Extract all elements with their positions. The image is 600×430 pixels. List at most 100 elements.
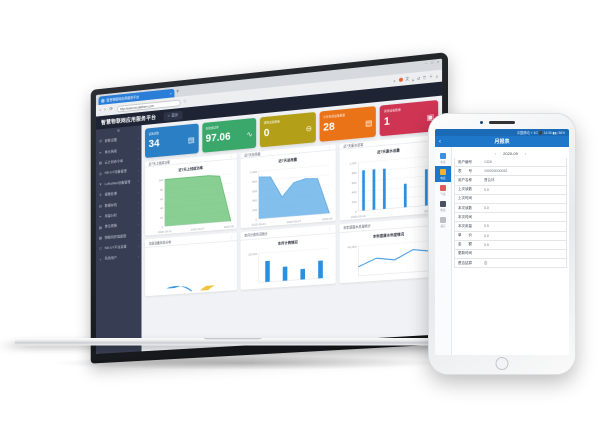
svg-text:20: 20 xyxy=(160,216,163,220)
download-icon[interactable]: ⤓ xyxy=(412,75,414,82)
grid-icon: ▦ xyxy=(98,160,103,166)
report-row-key: 用户名称 xyxy=(458,177,472,182)
svg-text:100: 100 xyxy=(159,178,164,182)
svg-text:2020-09-30: 2020-09-30 xyxy=(322,216,333,221)
close-icon[interactable]: × xyxy=(437,59,440,65)
report-row-value: 0.0 xyxy=(484,206,489,211)
report-row-key: 是否结算 xyxy=(458,260,472,265)
svg-text:2020-09-24: 2020-09-24 xyxy=(158,229,172,234)
svg-text:60: 60 xyxy=(160,197,163,201)
laptop-base xyxy=(11,338,449,346)
prev-month-button[interactable]: ‹ xyxy=(494,151,497,156)
sidebar-item-11[interactable]: ▪ 系统用户 ‹ xyxy=(96,251,142,265)
svg-text:40,000: 40,000 xyxy=(348,244,357,249)
alarm-icon: $ xyxy=(99,192,102,198)
svg-text:40: 40 xyxy=(160,206,163,210)
report-row-key: 用户编号 xyxy=(458,159,472,164)
report-row: 表 号 190000000052 xyxy=(454,167,567,177)
kpi-card-online-today[interactable]: 今日在线设备数量 28 ▤ xyxy=(319,106,377,142)
report-row: 本次读数 0.0 xyxy=(454,203,567,214)
report-row: 单 价 0.0 xyxy=(454,231,567,241)
rail-item-label: 其它 xyxy=(440,224,446,228)
rail-item-electric[interactable]: 电表 xyxy=(435,166,451,182)
report-row-value: 0.0 xyxy=(484,233,489,238)
menu-icon[interactable]: ≡ xyxy=(435,73,439,79)
header-home-button[interactable]: ⌂ 首页 xyxy=(163,110,183,121)
report-row: 本次时间 xyxy=(454,213,567,223)
report-row-key: 上次读数 xyxy=(458,187,472,192)
phone-home-button[interactable] xyxy=(495,357,509,370)
back-icon[interactable]: ‹ xyxy=(439,138,441,145)
report-row-value: 曹会林 xyxy=(484,177,495,182)
settings-icon: ⚙ xyxy=(98,138,103,144)
shield-icon[interactable]: ⛉ xyxy=(423,74,427,81)
report-row-value: 0.0 xyxy=(484,242,489,247)
chevron-right-icon: ‹ xyxy=(137,244,139,249)
chevron-right-icon: ‹ xyxy=(137,136,139,141)
maximize-icon[interactable]: □ xyxy=(430,60,434,65)
report-row: 上次时间 xyxy=(454,194,567,204)
report-row-value: 1326 xyxy=(484,160,492,165)
sidebar-item-label: 用量分析 xyxy=(104,213,117,219)
card-header-title: 本年度废水总量统计 xyxy=(343,224,371,231)
sidebar-item-label: 单元档案 xyxy=(104,148,117,154)
month-selector: ‹ 2020-09 › xyxy=(454,149,567,158)
chart-card-wastewater: 近7天废水总量 ⋮ 近7天废水总量 02004006008001,0002020… xyxy=(339,134,439,221)
kpi-card-device-total[interactable]: 设备总数 34 ▤ xyxy=(145,123,199,159)
chevron-right-icon: ‹ xyxy=(137,158,139,162)
rail-item-water[interactable]: 水表 xyxy=(435,150,451,166)
more-icon[interactable]: ⋮ xyxy=(327,226,332,232)
report-row-key: 金 额 xyxy=(458,242,472,247)
reload-icon[interactable]: ⟳ xyxy=(109,106,114,113)
water-meter-icon xyxy=(440,152,446,159)
dashboard-content: 设备总数 34 ▤ 在线成功率 97.06 ∿ 报警设备数量 0 ⊖ xyxy=(141,95,443,354)
next-month-button[interactable]: › xyxy=(524,151,527,156)
chevron-right-icon: ‹ xyxy=(137,147,139,152)
profile-avatar-icon[interactable] xyxy=(398,77,403,83)
back-icon[interactable]: ‹ xyxy=(99,107,102,114)
chart-card-monthly-billing: 本月计费情况统计 ⋮ 本月计费情况 25,000 xyxy=(240,224,336,290)
report-row: 用户编号 1326 xyxy=(454,158,567,168)
svg-text:2020-09-27: 2020-09-27 xyxy=(191,227,205,232)
device-icon: ✇ xyxy=(99,171,102,176)
svg-text:400: 400 xyxy=(252,198,257,202)
svg-text:0: 0 xyxy=(256,217,258,221)
report-row: 本次用量 0.0 xyxy=(454,222,567,232)
chevron-right-icon: ‹ xyxy=(137,190,139,195)
rail-item-other[interactable]: 其它 xyxy=(435,214,451,230)
app-body: ≡ ⚙ 参数设置 ‹ ▸ 单元档案 ‹ ▦ 云计划命令单 ‹ xyxy=(95,95,443,354)
rail-item-label: 水表 xyxy=(440,160,446,164)
phone-nav-bar: ‹ 月报表 xyxy=(435,136,569,147)
electric-meter-icon xyxy=(440,168,446,175)
more-icon[interactable]: ⋮ xyxy=(229,153,234,159)
add-icon[interactable]: ＋ xyxy=(428,73,433,79)
report-row-value: 否 xyxy=(484,260,488,265)
translate-icon[interactable]: 文 xyxy=(405,75,410,82)
report-row-key: 本次时间 xyxy=(458,214,472,219)
new-tab-button[interactable]: + xyxy=(176,89,180,96)
svg-text:600: 600 xyxy=(252,189,257,193)
sidebar-item-label: 物联网终端管理 xyxy=(104,234,127,240)
kpi-card-alarm-count[interactable]: 报警设备数量 0 ⊖ xyxy=(260,111,316,148)
antenna-icon: ▼ xyxy=(98,181,103,187)
svg-text:0: 0 xyxy=(355,210,357,214)
kpi-card-success-rate[interactable]: 在线成功率 97.06 ∿ xyxy=(201,117,257,153)
more-icon[interactable]: ⋮ xyxy=(229,234,234,240)
rail-item-heat[interactable]: 热表 xyxy=(435,198,451,214)
chart-card-success-rate: 近7天上线成功率 ⋮ 近7天上线成功率 0 20 40 60 80 100 2020-09-… xyxy=(145,153,237,236)
history-icon[interactable]: ↺ xyxy=(416,75,421,81)
bookmark-star-icon[interactable]: ☆ xyxy=(182,98,188,105)
report-row-key: 单 价 xyxy=(458,233,472,238)
forward-icon[interactable]: › xyxy=(104,107,107,113)
rail-item-gas[interactable]: 气表 xyxy=(435,182,451,198)
sidebar-item-label: 报警处理 xyxy=(104,191,117,197)
card-body: 近7天上线成功率 0 20 40 60 80 100 2020-09-24 2020-09-2… xyxy=(145,159,237,235)
sidebar-item-label: 参数设置 xyxy=(104,138,117,144)
current-month: 2020-09 xyxy=(503,151,518,156)
platform-icon: ▭ xyxy=(98,245,103,251)
more-icon[interactable]: ⋮ xyxy=(327,144,332,150)
tab-close-icon[interactable]: × xyxy=(169,90,172,96)
minimize-icon[interactable]: – xyxy=(425,61,428,66)
user-icon: ▪ xyxy=(99,256,102,262)
search-icon[interactable]: ⌕ xyxy=(393,77,396,84)
